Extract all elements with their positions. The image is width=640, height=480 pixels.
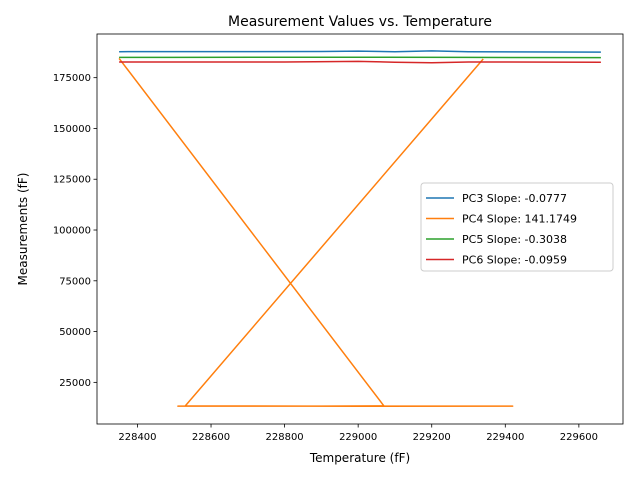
series-layer	[118, 50, 601, 408]
y-tick-label: 150000	[53, 124, 91, 135]
x-tick-label: 228400	[118, 432, 156, 443]
y-tick-label: 25000	[59, 378, 91, 389]
x-axis-title: Temperature (fF)	[309, 451, 410, 465]
y-tick-label: 175000	[53, 73, 91, 84]
legend-box	[420, 182, 614, 272]
series-line-4	[118, 57, 514, 408]
x-tick-label: 228600	[192, 432, 230, 443]
x-tick-label: 229200	[413, 432, 451, 443]
x-tick-label: 228800	[266, 432, 304, 443]
y-tick-label: 125000	[53, 175, 91, 186]
y-tick-label: 100000	[53, 226, 91, 237]
legend-label: PC3 Slope: -0.0777	[462, 192, 567, 205]
legend: PC3 Slope: -0.0777 PC4 Slope: 141.1749 PC5…	[420, 182, 614, 272]
x-tick-label: 229000	[339, 432, 377, 443]
legend-label: PC4 Slope: 141.1749	[462, 213, 577, 226]
x-tick-label: 229400	[486, 432, 524, 443]
x-axis-ticks: 228400 228600 228800 229000 229200 229400 2296…	[118, 424, 598, 443]
plot-area-frame	[96, 33, 624, 425]
y-tick-label: 50000	[59, 327, 91, 338]
legend-label: PC6 Slope: -0.0959	[462, 254, 567, 267]
y-axis-ticks: 25000 50000 75000 100000 125000 150000 175000	[53, 73, 97, 389]
x-tick-label: 229600	[560, 432, 598, 443]
series-line-6	[119, 60, 601, 64]
y-axis-title: Measurements (fF)	[16, 173, 30, 286]
chart-title: Measurement Values vs. Temperature	[228, 14, 492, 30]
y-tick-label: 75000	[59, 276, 91, 287]
legend-label: PC5 Slope: -0.3038	[462, 233, 567, 246]
series-line-3	[119, 50, 601, 53]
